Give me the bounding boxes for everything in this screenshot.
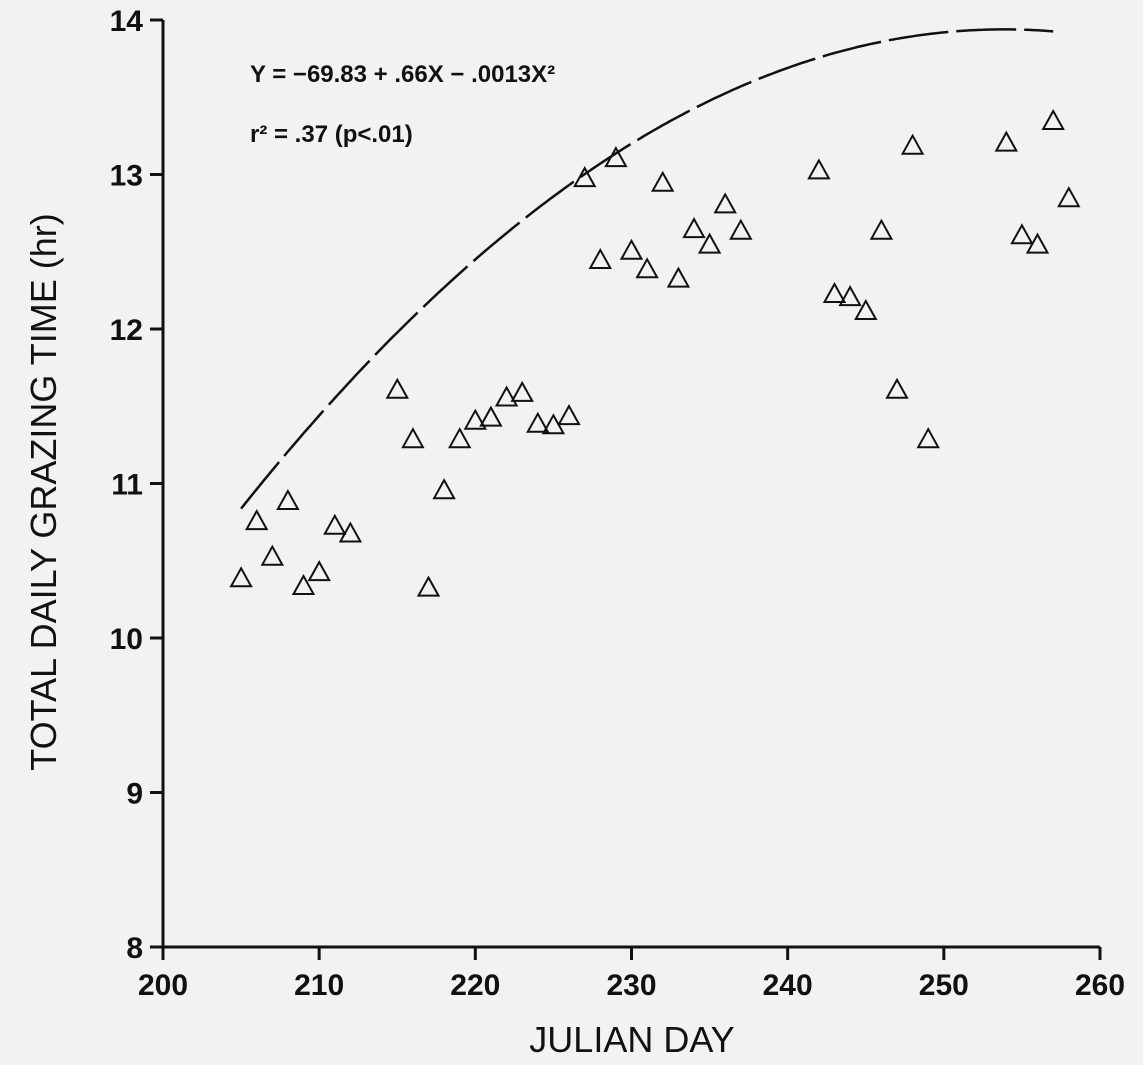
data-point-11 bbox=[432, 478, 456, 500]
y-tick-label-3: 11 bbox=[111, 469, 143, 502]
data-point-0 bbox=[229, 566, 253, 588]
data-point-37 bbox=[900, 133, 925, 155]
data-point-39 bbox=[994, 130, 1018, 152]
data-point-1 bbox=[245, 509, 269, 531]
data-point-2 bbox=[260, 544, 284, 566]
x-tick-label-3: 230 bbox=[606, 969, 656, 1002]
data-point-35 bbox=[869, 218, 894, 240]
fit-line bbox=[240, 28, 1054, 510]
axes bbox=[161, 20, 1100, 949]
data-point-23 bbox=[619, 238, 644, 260]
data-point-34 bbox=[854, 298, 878, 320]
data-point-32 bbox=[822, 281, 847, 303]
data-point-31 bbox=[807, 158, 831, 180]
fit-curve bbox=[240, 28, 1054, 510]
data-point-43 bbox=[1057, 186, 1081, 208]
y-tick-label-5: 13 bbox=[110, 160, 143, 193]
data-point-17 bbox=[526, 411, 550, 433]
data-point-42 bbox=[1041, 108, 1065, 130]
data-point-22 bbox=[604, 146, 628, 168]
data-points bbox=[229, 108, 1081, 597]
data-point-15 bbox=[494, 385, 519, 407]
x-tick-label-5: 250 bbox=[919, 969, 969, 1002]
y-tick-label-4: 12 bbox=[110, 314, 143, 347]
data-point-40 bbox=[1010, 223, 1034, 245]
x-tick-label-2: 220 bbox=[450, 969, 500, 1002]
data-point-13 bbox=[463, 408, 487, 430]
data-point-29 bbox=[713, 192, 737, 214]
data-point-16 bbox=[510, 380, 534, 402]
data-point-12 bbox=[448, 427, 472, 449]
y-tick-label-6: 14 bbox=[110, 5, 144, 38]
data-point-5 bbox=[307, 560, 331, 582]
y-tick-label-2: 10 bbox=[110, 623, 143, 656]
data-point-25 bbox=[651, 170, 675, 192]
data-point-21 bbox=[588, 247, 612, 269]
data-point-30 bbox=[729, 218, 753, 240]
data-point-27 bbox=[682, 217, 706, 239]
y-axis-title: TOTAL DAILY GRAZING TIME (hr) bbox=[23, 213, 64, 770]
data-point-19 bbox=[557, 404, 581, 426]
data-point-41 bbox=[1025, 232, 1050, 254]
y-tick-label-0: 8 bbox=[126, 932, 143, 965]
data-point-3 bbox=[276, 488, 300, 510]
data-point-28 bbox=[697, 232, 722, 254]
data-point-9 bbox=[401, 427, 425, 449]
data-point-20 bbox=[573, 166, 597, 188]
data-point-14 bbox=[479, 405, 503, 427]
axis-ticks: 200 210 220 230 240 250 260 8 9 10 11 12 13 14 bbox=[110, 5, 1125, 1002]
data-point-10 bbox=[416, 575, 441, 597]
y-tick-label-1: 9 bbox=[126, 778, 143, 811]
x-axis-title: JULIAN DAY bbox=[529, 1019, 734, 1060]
data-point-4 bbox=[291, 573, 316, 595]
data-point-6 bbox=[323, 513, 347, 535]
data-point-8 bbox=[385, 377, 409, 399]
r-squared-annotation: r² = .37 (p<.01) bbox=[250, 121, 413, 148]
x-tick-label-1: 210 bbox=[294, 969, 344, 1002]
data-point-33 bbox=[838, 285, 862, 307]
data-point-36 bbox=[885, 377, 909, 399]
data-point-26 bbox=[666, 266, 691, 288]
x-tick-label-4: 240 bbox=[763, 969, 813, 1002]
regression-equation: Y = −69.83 + .66X − .0013X² bbox=[250, 61, 555, 88]
x-tick-label-6: 260 bbox=[1075, 969, 1125, 1002]
x-tick-label-0: 200 bbox=[138, 969, 188, 1002]
data-point-7 bbox=[338, 521, 363, 543]
data-point-24 bbox=[635, 257, 659, 279]
data-point-38 bbox=[916, 427, 940, 449]
